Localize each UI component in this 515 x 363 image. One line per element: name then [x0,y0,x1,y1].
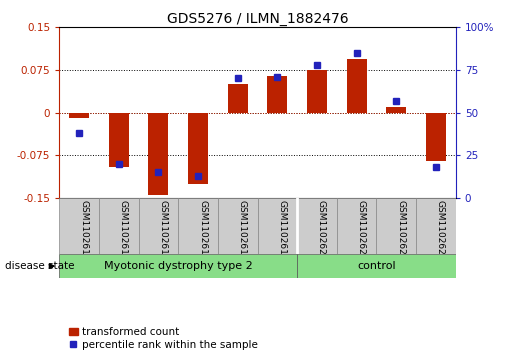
Bar [228,84,248,113]
Bar [386,107,406,113]
Text: Myotonic dystrophy type 2: Myotonic dystrophy type 2 [104,261,252,271]
Text: GSM1102620: GSM1102620 [317,200,326,260]
Bar [59,198,99,254]
Bar [416,198,456,254]
Bar [337,198,376,254]
Bar [307,70,327,113]
Text: GSM1102614: GSM1102614 [79,200,88,260]
Text: control: control [357,261,396,271]
Bar [297,254,456,278]
Text: GSM1102617: GSM1102617 [198,200,207,260]
Legend: transformed count, percentile rank within the sample: transformed count, percentile rank withi… [64,323,262,354]
Bar [267,76,287,113]
Text: GSM1102619: GSM1102619 [277,200,286,260]
Bar [347,58,367,113]
Text: GSM1102623: GSM1102623 [436,200,445,260]
Text: GSM1102616: GSM1102616 [159,200,167,260]
Bar [188,113,208,184]
Text: GSM1102615: GSM1102615 [118,200,128,260]
Bar [99,198,139,254]
Bar [139,198,178,254]
Text: GSM1102621: GSM1102621 [356,200,366,260]
Bar [218,198,258,254]
Bar [69,113,89,118]
Bar [178,198,218,254]
Bar [59,254,297,278]
Bar [297,198,337,254]
Bar [376,198,416,254]
Bar [148,113,168,195]
Text: GSM1102618: GSM1102618 [238,200,247,260]
Bar [109,113,129,167]
Text: GSM1102622: GSM1102622 [397,200,405,260]
Bar [258,198,297,254]
Bar [426,113,446,161]
Text: disease state: disease state [5,261,75,271]
Title: GDS5276 / ILMN_1882476: GDS5276 / ILMN_1882476 [167,12,348,26]
